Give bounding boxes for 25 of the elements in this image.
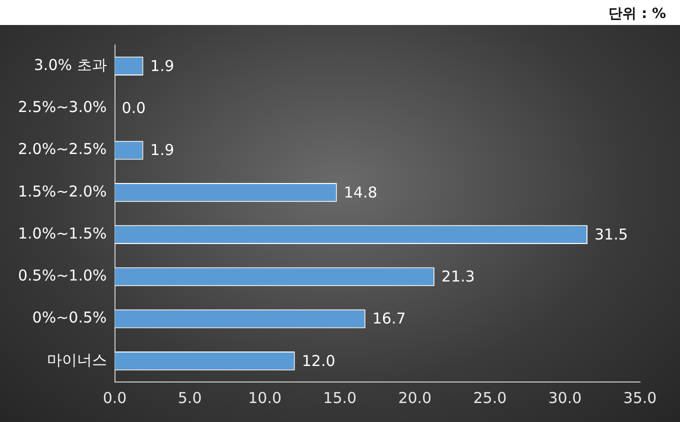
- data-label: 0.0: [122, 99, 146, 118]
- x-tick-label: 0.0: [102, 388, 127, 407]
- y-tick-label: 1.5%~2.0%: [18, 182, 107, 200]
- text: 단위 : %: [0, 0, 680, 25]
- x-tick-label: 5.0: [178, 388, 202, 407]
- x-tick-label: 10.0: [248, 388, 282, 407]
- data-label: 12.0: [302, 352, 336, 370]
- data-label: 1.9: [150, 56, 174, 75]
- x-tick-label: 15.0: [323, 388, 357, 407]
- y-tick-label: 0.5%~1.0%: [18, 266, 107, 285]
- data-label: 16.7: [372, 310, 406, 328]
- x-tick-label: 20.0: [398, 388, 432, 407]
- data-label: 31.5: [594, 225, 628, 244]
- y-tick-label: 2.0%~2.5%: [18, 140, 107, 158]
- y-tick-label: 1.0%~1.5%: [18, 224, 107, 242]
- data-label: 1.9: [150, 141, 174, 160]
- y-tick-label: 마이너스: [46, 350, 107, 369]
- y-tick-label: 2.5%~3.0%: [18, 98, 107, 116]
- x-tick-label: 35.0: [623, 388, 657, 407]
- data-label: 14.8: [344, 183, 378, 202]
- y-tick-label: 0%~0.5%: [32, 308, 107, 327]
- data-label: 21.3: [441, 268, 475, 286]
- x-tick-label: 25.0: [473, 388, 507, 407]
- y-tick-label: 3.0% 초과: [34, 56, 107, 74]
- x-tick-label: 30.0: [548, 388, 582, 407]
